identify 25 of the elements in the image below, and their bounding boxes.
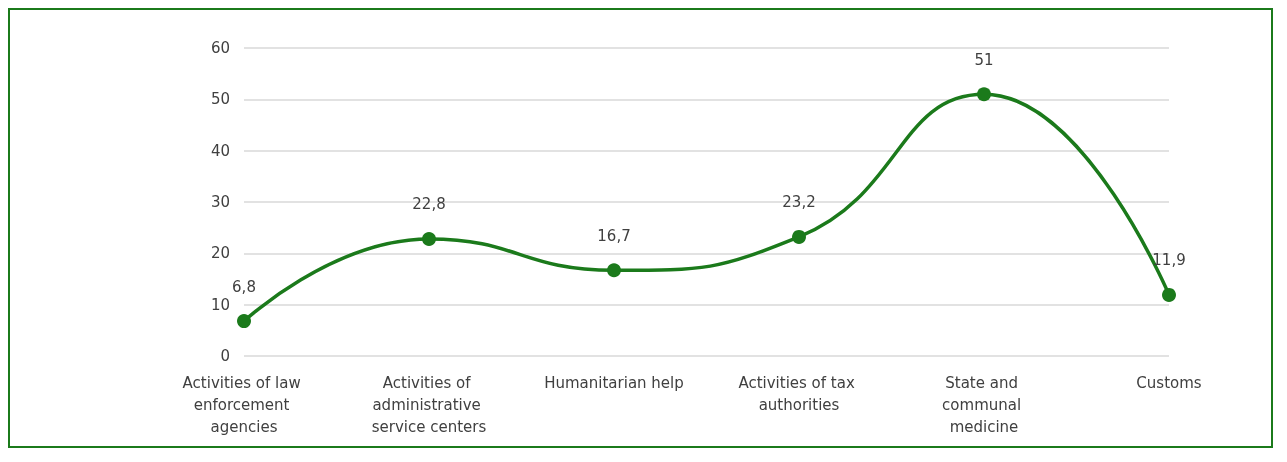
data-label: 23,2 (782, 193, 816, 212)
y-tick-label: 60 (210, 39, 230, 57)
data-label: 6,8 (232, 277, 256, 296)
y-tick-label: 20 (210, 244, 230, 263)
x-tick-label: Activities of law enforcement agencies (182, 374, 306, 436)
x-tick-label: Customs (1136, 374, 1202, 392)
point (977, 87, 991, 102)
data-label: 51 (974, 50, 994, 69)
y-tick-label: 50 (210, 90, 230, 109)
x-tick-label: Activities of administrative service centers (371, 374, 487, 436)
y-tick-label: 40 (210, 141, 230, 160)
x-tick-label: Activities of tax authorities (738, 374, 860, 414)
point (422, 231, 436, 246)
point (237, 314, 251, 329)
y-tick-label: 0 (220, 347, 230, 365)
point (607, 263, 621, 278)
y-tick-label: 10 (210, 295, 230, 314)
data-label: 11,9 (1152, 251, 1186, 270)
x-tick-label: Humanitarian help (544, 374, 684, 392)
x-tick-label: State and communal medicine (942, 374, 1026, 436)
point (792, 229, 806, 244)
y-tick-label: 30 (210, 193, 230, 211)
point (1162, 287, 1176, 302)
data-label: 16,7 (597, 226, 631, 245)
data-label: 22,8 (412, 195, 446, 214)
